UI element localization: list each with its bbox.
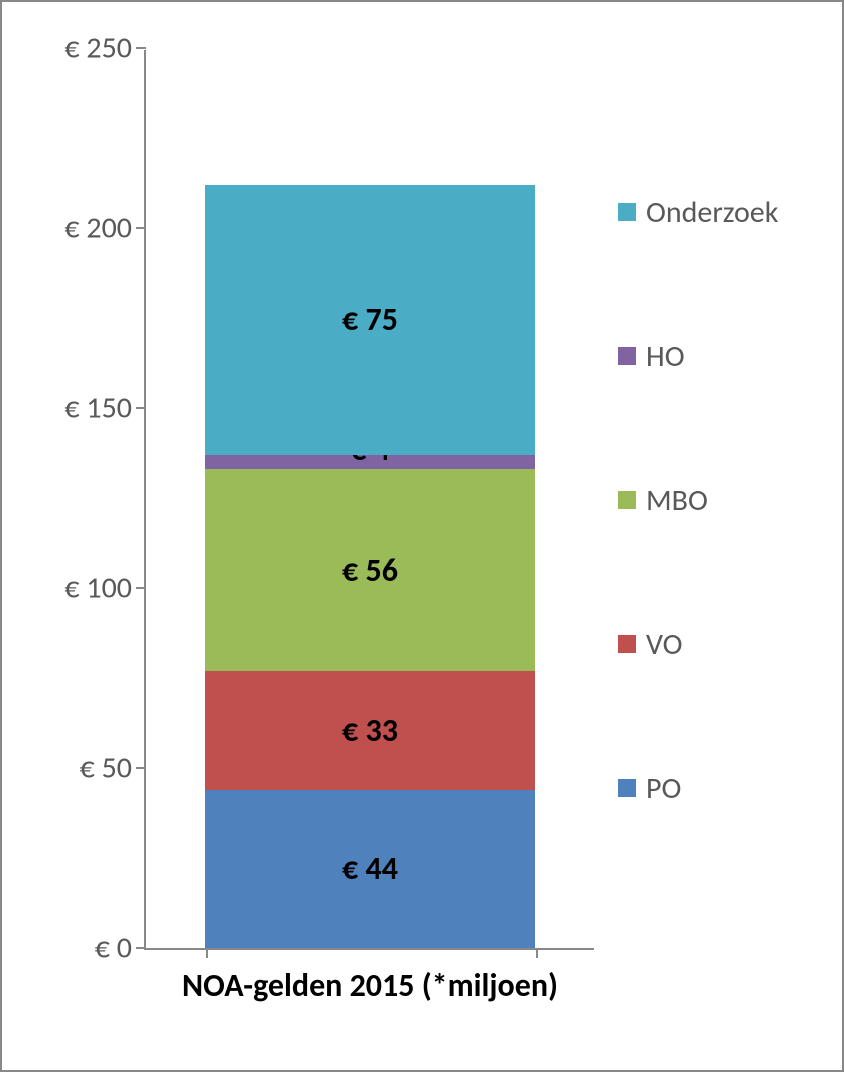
- y-tick: [136, 947, 146, 949]
- bar-segment-ho: € 4: [205, 455, 535, 469]
- bar-segment-label-onderzoek: € 75: [342, 300, 398, 339]
- chart-container: € 44 € 33 € 56 € 4 € 75 NOA-gelden 2015 (*mi…: [0, 0, 844, 1072]
- legend-label-ho: HO: [646, 338, 685, 375]
- bar-segment-label-po: € 44: [342, 849, 398, 888]
- legend-label-po: PO: [646, 770, 681, 807]
- x-tick-left: [206, 948, 208, 958]
- legend-swatch-mbo: [618, 491, 636, 509]
- legend-swatch-ho: [618, 347, 636, 365]
- y-tick: [136, 47, 146, 49]
- bar-segment-label-mbo: € 56: [342, 551, 398, 590]
- legend-item-mbo: MBO: [618, 482, 778, 519]
- legend-swatch-po: [618, 779, 636, 797]
- y-axis-label: € 100: [64, 570, 132, 607]
- legend-swatch-vo: [618, 635, 636, 653]
- y-axis-label: € 200: [64, 210, 132, 247]
- legend-swatch-onderzoek: [618, 203, 636, 221]
- y-tick: [136, 767, 146, 769]
- legend-item-vo: VO: [618, 626, 778, 663]
- plot-area: € 44€ 33€ 56€ 4€ 75 NOA-gelden 2015 (*mi…: [144, 50, 594, 950]
- y-tick: [136, 407, 146, 409]
- legend-label-vo: VO: [646, 626, 683, 663]
- legend-item-po: PO: [618, 770, 778, 807]
- y-axis-label: € 150: [64, 390, 132, 427]
- y-tick: [136, 227, 146, 229]
- bar-stack: € 44 € 33 € 56 € 4 € 75: [205, 185, 535, 948]
- legend-item-ho: HO: [618, 338, 778, 375]
- chart-inner: € 44 € 33 € 56 € 4 € 75 NOA-gelden 2015 (*mi…: [20, 20, 824, 1052]
- bar-segment-po: € 44: [205, 790, 535, 948]
- bar-segment-vo: € 33: [205, 671, 535, 790]
- x-tick-right: [536, 948, 538, 958]
- bar-segment-onderzoek: € 75: [205, 185, 535, 455]
- bar-segment-label-vo: € 33: [342, 711, 398, 750]
- legend-label-mbo: MBO: [646, 482, 708, 519]
- legend-item-onderzoek: Onderzoek: [618, 194, 778, 231]
- y-axis-label: € 0: [95, 930, 132, 967]
- legend: Onderzoek HO MBO VO PO: [618, 50, 778, 950]
- y-axis-label: € 50: [80, 750, 132, 787]
- y-tick: [136, 587, 146, 589]
- y-axis-label: € 250: [64, 30, 132, 67]
- x-axis-label: NOA-gelden 2015 (*miljoen): [182, 966, 558, 1005]
- legend-label-onderzoek: Onderzoek: [646, 194, 778, 231]
- bar-segment-mbo: € 56: [205, 469, 535, 671]
